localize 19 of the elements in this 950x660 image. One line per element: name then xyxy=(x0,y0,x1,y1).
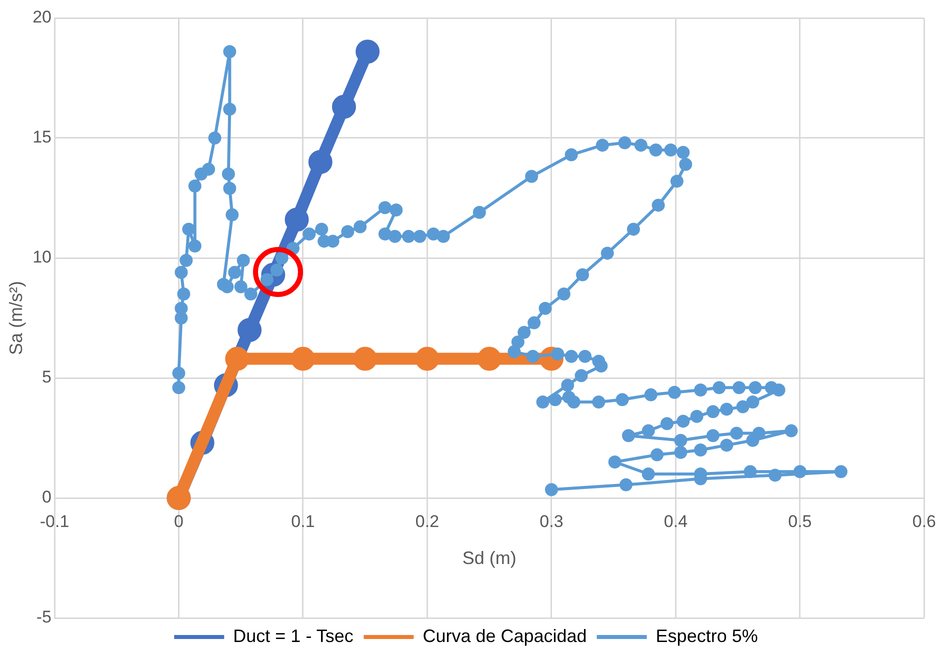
x-tick-label: 0.4 xyxy=(664,512,688,531)
y-tick-label: -5 xyxy=(36,608,52,627)
y-tick-label: 15 xyxy=(32,128,52,147)
x-tick-label: 0.6 xyxy=(912,512,936,531)
y-tick-label: 10 xyxy=(32,248,52,267)
x-tick-label: 0.3 xyxy=(540,512,564,531)
legend-label: Duct = 1 - Tsec xyxy=(233,626,354,646)
y-tick-label: 5 xyxy=(42,368,52,387)
x-tick-label: 0 xyxy=(174,512,184,531)
x-axis-title: Sd (m) xyxy=(462,548,516,568)
x-tick-label: 0.2 xyxy=(415,512,440,531)
x-tick-label: 0.5 xyxy=(788,512,812,531)
legend-label: Curva de Capacidad xyxy=(422,626,587,646)
x-tick-label: -0.1 xyxy=(40,512,70,531)
x-tick-label: 0.1 xyxy=(291,512,315,531)
y-axis-title: Sa (m/s²) xyxy=(6,281,26,355)
y-tick-label: 0 xyxy=(42,488,52,507)
legend-label: Espectro 5% xyxy=(656,626,758,646)
y-tick-label: 20 xyxy=(32,8,52,27)
